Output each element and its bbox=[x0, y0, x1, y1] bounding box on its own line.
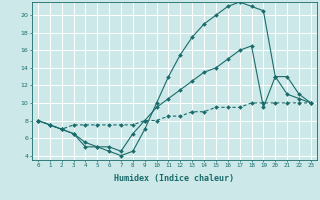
X-axis label: Humidex (Indice chaleur): Humidex (Indice chaleur) bbox=[115, 174, 234, 183]
